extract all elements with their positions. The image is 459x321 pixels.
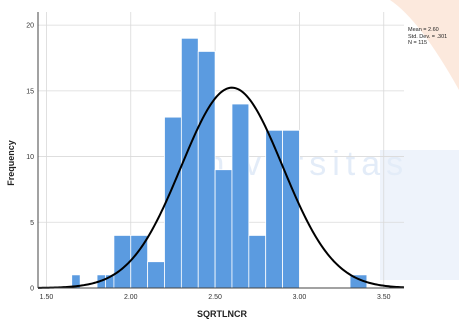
stats-std-dev: Std. Dev. = .301	[408, 33, 448, 40]
histogram-bar	[214, 169, 233, 289]
y-tick-label: 20	[26, 23, 34, 30]
stats-box: Mean = 2.60 Std. Dev. = .301 N = 115	[408, 27, 447, 47]
x-axis-label: SQRTLNCR	[197, 309, 247, 319]
normal-curve	[37, 86, 405, 289]
histogram-bar	[197, 51, 216, 289]
histogram-bars	[71, 37, 368, 289]
y-axis-label: Frequency	[6, 140, 16, 186]
stats-n: N = 115	[408, 40, 428, 46]
axes	[37, 12, 404, 289]
histogram-bar	[248, 235, 267, 289]
y-tick-label: 10	[26, 154, 34, 161]
y-tick-label: 15	[26, 88, 34, 95]
y-tick-label: 5	[30, 220, 34, 227]
x-tick-label: 2.00	[124, 294, 138, 301]
tick-labels: 0 5 10 15 20 1.50 2.00 2.50 3.00 3.50	[26, 23, 390, 301]
histogram-bar	[180, 37, 199, 289]
x-tick-label: 1.50	[40, 294, 54, 301]
histogram-bar	[147, 261, 165, 289]
histogram-bar	[231, 103, 250, 289]
histogram-bar	[265, 129, 283, 289]
stats-mean: Mean = 2.60	[408, 27, 439, 33]
histogram-bar	[113, 235, 132, 289]
histogram-bar	[282, 129, 300, 289]
y-tick-label: 0	[30, 286, 34, 293]
histogram-bar	[164, 116, 182, 289]
x-tick-label: 2.50	[208, 294, 222, 301]
x-tick-label: 3.50	[377, 294, 391, 301]
x-tick-label: 3.00	[293, 294, 307, 301]
